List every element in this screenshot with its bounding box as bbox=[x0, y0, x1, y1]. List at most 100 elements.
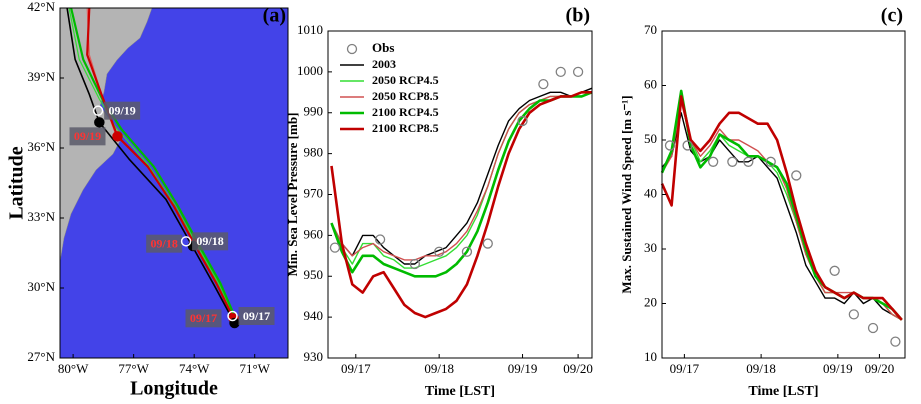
y-tick-label: 39°N bbox=[27, 69, 55, 84]
y-tick-label: 60 bbox=[644, 76, 657, 91]
y-tick-label: 33°N bbox=[27, 209, 55, 224]
x-tick-label: 77°W bbox=[118, 361, 149, 376]
x-tick-label: 09/19 bbox=[508, 361, 538, 376]
legend-label: 2100 RCP4.5 bbox=[372, 105, 439, 119]
obs-point bbox=[867, 322, 879, 334]
y-tick-label: 960 bbox=[304, 226, 324, 241]
date-label: 09/18 bbox=[151, 236, 178, 250]
date-label: 09/17 bbox=[190, 311, 217, 325]
track-point bbox=[112, 131, 123, 142]
y-tick-label: 930 bbox=[304, 349, 324, 364]
track-point bbox=[92, 105, 104, 116]
y-tick-label: 30 bbox=[644, 240, 657, 255]
label-box bbox=[192, 232, 229, 251]
y-tick-label: 990 bbox=[304, 104, 324, 119]
obs-point bbox=[374, 234, 386, 245]
obs-point bbox=[829, 265, 840, 276]
legend-label: 2003 bbox=[372, 57, 396, 71]
series-line bbox=[86, 8, 235, 319]
plot-frame bbox=[59, 7, 289, 359]
y-tick-label: 36°N bbox=[27, 139, 55, 154]
plot-frame bbox=[327, 30, 593, 359]
track-point bbox=[180, 236, 192, 247]
series-line bbox=[330, 91, 593, 278]
y-axis-label: Max. Sustained Wind Speed [m s⁻¹] bbox=[619, 95, 634, 293]
x-tick-label: 09/19 bbox=[823, 361, 853, 376]
series-line bbox=[330, 91, 593, 269]
obs-point bbox=[848, 309, 859, 320]
obs-point bbox=[791, 170, 802, 181]
obs-point bbox=[461, 246, 473, 257]
label-box bbox=[238, 307, 275, 325]
obs-point bbox=[727, 156, 738, 167]
legend-label: Obs bbox=[372, 40, 394, 55]
date-label: 09/18 bbox=[196, 234, 223, 248]
series-line bbox=[660, 95, 903, 321]
y-tick-label: 980 bbox=[304, 145, 324, 160]
date-label: 09/19 bbox=[108, 103, 135, 117]
obs-point bbox=[664, 140, 676, 151]
obs-point bbox=[555, 66, 566, 78]
obs-point bbox=[538, 78, 549, 90]
legend-marker bbox=[346, 43, 358, 55]
x-axis-label: Longitude bbox=[130, 378, 218, 400]
y-axis-label: Min. Sea Level Pressure [mb] bbox=[285, 113, 300, 277]
y-tick-label: 40 bbox=[644, 185, 657, 200]
legend-label: 2050 RCP4.5 bbox=[372, 73, 439, 87]
track-point bbox=[94, 117, 105, 128]
obs-point bbox=[743, 156, 754, 167]
y-axis-label: Latitude bbox=[6, 146, 28, 219]
legend-label: 2100 RCP8.5 bbox=[372, 121, 439, 135]
y-tick-label: 30°N bbox=[27, 279, 55, 294]
y-tick-label: 1010 bbox=[297, 22, 323, 37]
y-tick-label: 970 bbox=[304, 185, 324, 200]
series-line bbox=[661, 112, 903, 321]
obs-point bbox=[329, 242, 341, 253]
legend-label: 2050 RCP8.5 bbox=[372, 89, 439, 103]
panel-label: (a) bbox=[263, 5, 286, 27]
series-line bbox=[70, 8, 238, 322]
x-axis-label: Time [LST] bbox=[425, 384, 495, 399]
obs-point bbox=[409, 258, 420, 270]
y-tick-label: 27°N bbox=[27, 349, 55, 364]
x-tick-label: 71°W bbox=[239, 361, 270, 376]
series-line bbox=[660, 89, 903, 321]
panel-label: (b) bbox=[566, 5, 590, 27]
x-tick-label: 09/17 bbox=[341, 361, 371, 376]
y-tick-label: 950 bbox=[304, 267, 324, 282]
series-line bbox=[68, 8, 238, 321]
date-label: 09/17 bbox=[243, 309, 270, 323]
x-tick-label: 09/17 bbox=[670, 361, 700, 376]
x-axis-label: Time [LST] bbox=[748, 384, 818, 399]
series-line bbox=[330, 91, 592, 319]
y-tick-label: 940 bbox=[304, 308, 324, 323]
obs-point bbox=[708, 156, 719, 167]
y-tick-label: 20 bbox=[644, 294, 657, 309]
date-label: 09/19 bbox=[74, 129, 101, 143]
x-tick-label: 09/18 bbox=[424, 361, 454, 376]
y-tick-label: 1000 bbox=[297, 63, 323, 78]
x-tick-label: 09/20 bbox=[563, 361, 593, 376]
obs-point bbox=[682, 140, 693, 151]
y-tick-label: 42°N bbox=[27, 0, 55, 14]
x-tick-label: 09/18 bbox=[746, 361, 776, 376]
obs-point bbox=[572, 66, 584, 78]
label-box bbox=[104, 101, 141, 120]
obs-point bbox=[765, 156, 776, 167]
label-box bbox=[69, 127, 106, 146]
y-tick-label: 70 bbox=[644, 22, 657, 37]
track-point bbox=[227, 310, 238, 322]
series-line bbox=[66, 8, 236, 324]
panel-label: (c) bbox=[881, 5, 903, 27]
y-tick-label: 50 bbox=[644, 131, 657, 146]
series-line bbox=[661, 101, 903, 321]
label-box bbox=[185, 309, 222, 328]
x-tick-label: 80°W bbox=[58, 361, 89, 376]
y-tick-label: 10 bbox=[644, 349, 657, 364]
series-line bbox=[330, 87, 593, 265]
x-tick-label: 09/20 bbox=[865, 361, 895, 376]
obs-point bbox=[517, 115, 528, 127]
obs-point bbox=[434, 246, 445, 257]
obs-point bbox=[482, 238, 493, 249]
x-tick-label: 74°W bbox=[179, 361, 210, 376]
